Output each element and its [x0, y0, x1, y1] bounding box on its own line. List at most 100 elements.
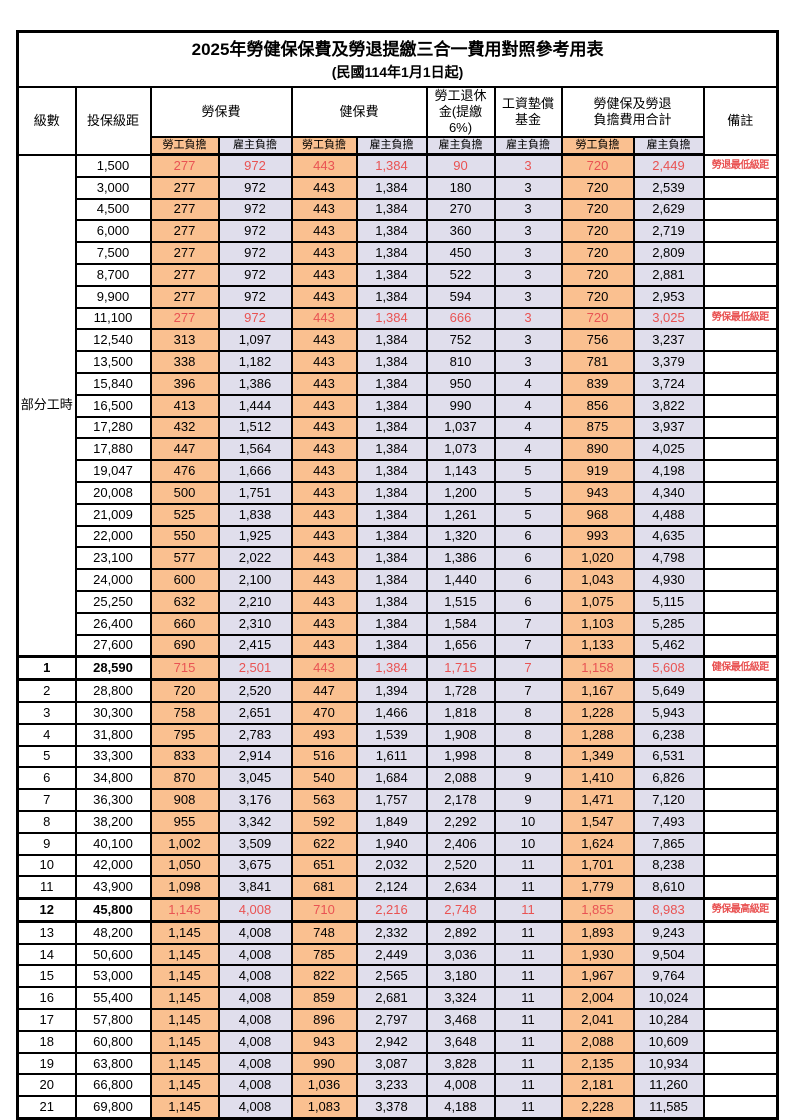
value-cell: 8 [493, 722, 563, 747]
bracket-cell: 16,500 [74, 393, 152, 418]
bracket-cell: 31,800 [74, 722, 152, 747]
value-cell: 11 [493, 853, 563, 878]
value-cell: 4,930 [632, 568, 705, 592]
value-cell: 1,083 [290, 1095, 358, 1120]
subcol-pension-employer: 雇主負擔 [425, 136, 496, 156]
value-cell: 2,914 [217, 744, 293, 769]
value-cell: 758 [149, 700, 220, 725]
value-cell: 690 [149, 633, 220, 658]
level-cell: 2 [16, 678, 77, 703]
value-cell: 443 [290, 633, 358, 658]
col-group-health-insurance: 健保費 [290, 86, 428, 138]
value-cell: 833 [149, 744, 220, 769]
value-cell: 1,547 [560, 809, 635, 834]
value-cell: 1,145 [149, 1073, 220, 1098]
value-cell: 8,983 [632, 897, 705, 923]
value-cell: 3,675 [217, 853, 293, 878]
note-cell [702, 1051, 779, 1076]
value-cell: 443 [290, 306, 358, 331]
table-row: 部分工時 1,500 277 972 443 1,384 90 3 720 2,449 勞退最低級距 [16, 153, 779, 658]
value-cell: 1,158 [560, 655, 635, 682]
col-group-total: 勞健保及勞退 負擔費用合計 [560, 86, 705, 138]
value-cell: 3 [493, 219, 563, 244]
page-title: 2025年勞健保保費及勞退提繳三合一費用對照參考用表 [191, 40, 604, 59]
value-cell: 2,022 [217, 546, 293, 571]
value-cell: 955 [149, 809, 220, 834]
value-cell: 2,953 [632, 284, 705, 309]
value-cell: 443 [290, 371, 358, 396]
bracket-cell: 26,400 [74, 611, 152, 636]
value-cell: 972 [217, 153, 293, 178]
value-cell: 443 [290, 415, 358, 440]
value-cell: 1,386 [425, 546, 496, 571]
bracket-cell: 50,600 [74, 942, 152, 967]
value-cell: 968 [560, 502, 635, 527]
value-cell: 3,045 [217, 766, 293, 791]
value-cell: 2,892 [425, 920, 496, 945]
value-cell: 990 [290, 1051, 358, 1076]
subcol-labor-employee: 勞工負擔 [149, 136, 220, 156]
value-cell: 1,133 [560, 633, 635, 658]
value-cell: 1,855 [560, 897, 635, 923]
value-cell: 277 [149, 219, 220, 244]
premium-table: 2025年勞健保保費及勞退提繳三合一費用對照參考用表 (民國114年1月1日起)… [16, 30, 780, 1120]
value-cell: 550 [149, 524, 220, 549]
table-row: 20 66,800 1,145 4,008 1,036 3,233 4,008 11 2,181… [16, 1073, 779, 1098]
value-cell: 1,728 [425, 678, 496, 703]
table-row: 16,500 413 1,444 443 1,384 990 4 856 3,822 [18, 393, 779, 418]
value-cell: 3 [493, 241, 563, 265]
value-cell: 1,701 [560, 853, 635, 878]
value-cell: 4,008 [217, 1095, 293, 1120]
value-cell: 4 [493, 415, 563, 440]
value-cell: 2,124 [355, 875, 428, 900]
value-cell: 277 [149, 197, 220, 222]
value-cell: 2,539 [632, 175, 705, 200]
value-cell: 1,036 [290, 1073, 358, 1098]
value-cell: 1,320 [425, 524, 496, 549]
value-cell: 10,284 [632, 1008, 705, 1032]
value-cell: 2,004 [560, 986, 635, 1011]
bracket-cell: 12,540 [74, 328, 152, 353]
value-cell: 3,828 [425, 1051, 496, 1076]
value-cell: 1,145 [149, 964, 220, 989]
value-cell: 4 [493, 437, 563, 462]
value-cell: 443 [290, 153, 358, 178]
value-cell: 3,237 [632, 328, 705, 353]
table-row: 23,100 577 2,022 443 1,384 1,386 6 1,020 4,798 [18, 546, 779, 571]
value-cell: 1,386 [217, 371, 293, 396]
note-cell [702, 1029, 779, 1054]
value-cell: 1,656 [425, 633, 496, 658]
level-cell: 7 [16, 788, 77, 812]
bracket-cell: 17,280 [74, 415, 152, 440]
bracket-cell: 19,047 [74, 459, 152, 483]
table-row: 13,500 338 1,182 443 1,384 810 3 781 3,379 [18, 350, 779, 374]
value-cell: 859 [290, 986, 358, 1011]
col-group-wage-fund: 工資墊償 基金 [493, 86, 563, 138]
value-cell: 990 [425, 393, 496, 418]
note-cell [702, 964, 779, 989]
value-cell: 875 [560, 415, 635, 440]
table-row: 12,540 313 1,097 443 1,384 752 3 756 3,237 [18, 328, 779, 353]
col-header-bracket: 投保級距 [74, 86, 152, 156]
value-cell: 1,512 [217, 415, 293, 440]
table-row: 25,250 632 2,210 443 1,384 1,515 6 1,075 5,115 [18, 589, 779, 614]
value-cell: 1,384 [355, 502, 428, 527]
value-cell: 2,942 [355, 1029, 428, 1054]
value-cell: 563 [290, 788, 358, 812]
value-cell: 1,779 [560, 875, 635, 900]
table-row: 10 42,000 1,050 3,675 651 2,032 2,520 11 1,701 8,… [16, 853, 779, 878]
value-cell: 313 [149, 328, 220, 353]
title-cell: 2025年勞健保保費及勞退提繳三合一費用對照參考用表 (民國114年1月1日起) [16, 30, 779, 88]
value-cell: 681 [290, 875, 358, 900]
value-cell: 1,466 [355, 700, 428, 725]
value-cell: 3,841 [217, 875, 293, 900]
value-cell: 3,822 [632, 393, 705, 418]
value-cell: 1,167 [560, 678, 635, 703]
value-cell: 1,410 [560, 766, 635, 791]
value-cell: 839 [560, 371, 635, 396]
value-cell: 432 [149, 415, 220, 440]
level-cell: 18 [16, 1029, 77, 1054]
value-cell: 666 [425, 306, 496, 331]
value-cell: 3 [493, 197, 563, 222]
value-cell: 720 [560, 153, 635, 178]
